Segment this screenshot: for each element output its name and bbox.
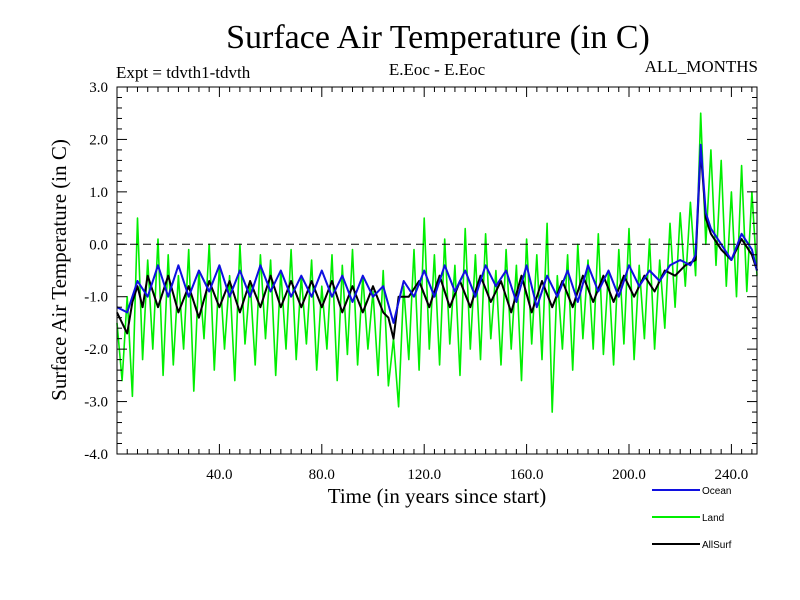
legend-label-allsurf: AllSurf	[702, 540, 732, 551]
legend-label-land: Land	[702, 513, 724, 524]
y-tick-label: 3.0	[89, 80, 108, 96]
experiment-label: Expt = tdvth1-tdvth	[116, 63, 251, 82]
y-tick-label: -2.0	[84, 342, 108, 358]
legend: Ocean Land AllSurf	[652, 486, 732, 551]
x-tick-label: 80.0	[309, 467, 335, 483]
series-line-ocean	[116, 143, 758, 324]
y-tick-label: -1.0	[84, 290, 108, 306]
x-tick-label: 240.0	[715, 467, 749, 483]
x-tick-label: 40.0	[206, 467, 232, 483]
y-tick-label: 0.0	[89, 237, 108, 253]
series-line-land	[116, 112, 758, 413]
legend-label-ocean: Ocean	[702, 486, 731, 497]
months-label: ALL_MONTHS	[645, 57, 758, 76]
chart-title: Surface Air Temperature (in C)	[226, 19, 650, 56]
y-tick-label: 1.0	[89, 185, 108, 201]
y-axis-label: Surface Air Temperature (in C)	[47, 139, 71, 401]
x-tick-label: 120.0	[407, 467, 441, 483]
axes-layer: 40.0 80.0 120.0 160.0 200.0 240.0 -4.0 -3.0 -2.0…	[84, 80, 758, 483]
x-axis-label: Time (in years since start)	[328, 484, 547, 508]
series-layer	[116, 112, 758, 413]
x-tick-label: 160.0	[510, 467, 544, 483]
y-tick-label: -3.0	[84, 395, 108, 411]
y-tick-label: -4.0	[84, 447, 108, 463]
y-tick-label: 2.0	[89, 132, 108, 148]
plot-frame	[116, 86, 758, 455]
x-tick-label: 200.0	[612, 467, 646, 483]
diff-label: E.Eoc - E.Eoc	[389, 60, 486, 79]
